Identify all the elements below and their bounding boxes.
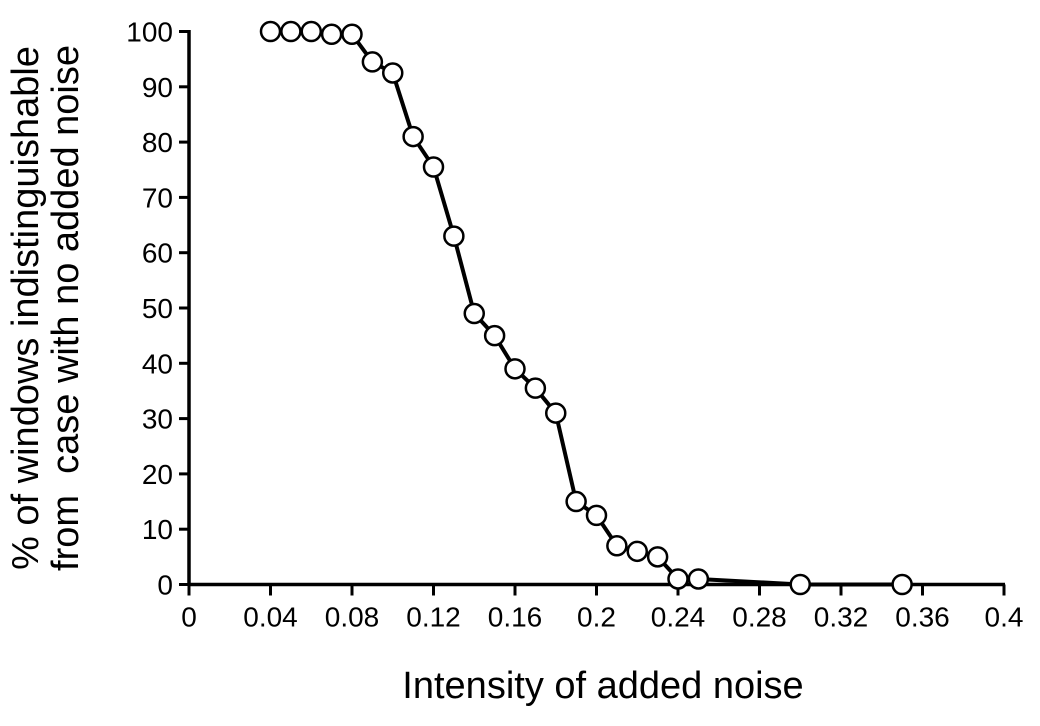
- data-series: [259, 20, 913, 596]
- y-tick-label: 30: [142, 404, 173, 435]
- data-point-marker: [545, 402, 567, 424]
- y-tick-label: 50: [142, 293, 173, 324]
- data-point-marker: [626, 540, 648, 563]
- y-tick-label: 60: [142, 238, 173, 269]
- data-point-marker: [422, 156, 445, 178]
- data-point-marker: [341, 23, 363, 46]
- y-tick-label: 90: [142, 72, 173, 103]
- x-tick-label: 0.32: [814, 602, 869, 633]
- x-axis-title: Intensity of added noise: [402, 665, 803, 707]
- y-tick-label: 80: [142, 127, 173, 158]
- x-tick-label: 0.12: [406, 602, 461, 633]
- data-point-marker: [606, 535, 628, 557]
- x-tick-label: 0.2: [577, 602, 616, 633]
- y-axis-title-line-2: from case with no added noise: [45, 45, 87, 571]
- x-tick-label: 0: [181, 602, 197, 633]
- x-tick-label: 0.04: [243, 602, 298, 633]
- y-tick-label: 40: [142, 348, 173, 379]
- data-point-marker: [402, 125, 424, 148]
- data-point-marker: [443, 225, 465, 247]
- data-point-marker: [565, 490, 587, 513]
- data-point-marker: [259, 20, 282, 43]
- data-point-marker: [280, 20, 302, 43]
- data-point-marker: [361, 51, 384, 73]
- y-axis-ticks: 0 10 20 30 40 50 60 70 80 90 100: [126, 17, 189, 601]
- data-point-marker: [300, 20, 322, 43]
- x-tick-label: 0.28: [732, 602, 787, 633]
- data-point-marker: [382, 62, 404, 84]
- data-point-marker: [504, 358, 526, 380]
- data-point-marker: [687, 568, 710, 590]
- data-point-marker: [483, 324, 506, 347]
- y-axis-title-line-1: % of windows indistinguishable: [5, 46, 47, 570]
- data-point-marker: [585, 504, 608, 527]
- y-tick-label: 70: [142, 182, 173, 213]
- y-tick-label: 0: [157, 570, 173, 601]
- data-point-marker: [789, 573, 811, 596]
- data-point-marker: [320, 23, 343, 46]
- data-point-marker: [891, 573, 913, 596]
- x-axis-ticks: 0 0.04 0.08 0.12 0.16 0.2 0.24 0.28 0.32 0.36 0.4: [181, 584, 1024, 633]
- data-point-marker: [463, 302, 485, 325]
- x-tick-label: 0.24: [651, 602, 706, 633]
- data-point-marker: [646, 546, 669, 568]
- y-tick-label: 20: [142, 459, 173, 490]
- y-tick-label: 100: [126, 17, 173, 48]
- x-tick-label: 0.08: [325, 602, 380, 633]
- x-tick-label: 0.36: [895, 602, 950, 633]
- y-tick-label: 10: [142, 514, 173, 545]
- x-tick-label: 0.4: [985, 602, 1024, 633]
- x-tick-label: 0.16: [488, 602, 543, 633]
- data-point-marker: [667, 568, 689, 590]
- data-point-marker: [524, 377, 547, 399]
